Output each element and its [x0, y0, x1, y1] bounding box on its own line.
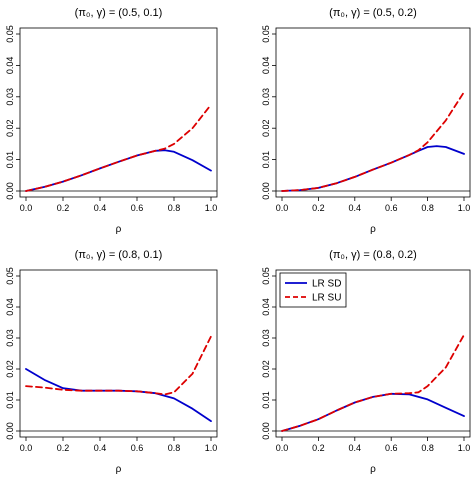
y-tick-label: 0.02	[5, 360, 15, 378]
legend-label: LR SU	[312, 293, 341, 304]
y-tick-label: 0.00	[5, 422, 15, 440]
y-tick-label: 0.02	[5, 119, 15, 137]
y-tick-label: 0.01	[5, 151, 15, 169]
y-tick-label: 0.01	[261, 151, 271, 169]
series-line-lr-su	[281, 333, 465, 432]
x-tick-label: 1.0	[205, 443, 218, 453]
chart-title: (π₀, γ) = (0.5, 0.2)	[329, 7, 417, 19]
series-line-lr-sd	[281, 145, 465, 192]
y-tick-label: 0.00	[5, 182, 15, 200]
x-tick-label: 0.2	[57, 443, 70, 453]
plot-frame	[19, 27, 218, 198]
x-tick-label: 0.4	[349, 203, 362, 213]
x-tick-label: 0.2	[312, 203, 325, 213]
y-tick-label: 0.05	[5, 267, 15, 285]
y-tick-label: 0.04	[261, 57, 271, 75]
x-tick-label: 0.8	[421, 203, 434, 213]
chart-title: (π₀, γ) = (0.8, 0.2)	[329, 249, 417, 261]
x-tick-label: 0.4	[349, 443, 362, 453]
y-tick-label: 0.04	[261, 298, 271, 316]
x-tick-label: 1.0	[458, 203, 471, 213]
plot-frame	[19, 269, 218, 438]
x-tick-label: 0.6	[131, 443, 144, 453]
series-line-lr-su	[281, 91, 465, 192]
series-line-lr-sd	[281, 392, 465, 432]
y-tick-label: 0.04	[5, 298, 15, 316]
x-tick-label: 0.6	[385, 443, 398, 453]
x-axis-label: ρ	[370, 464, 376, 475]
x-tick-label: 1.0	[458, 443, 471, 453]
x-axis-label: ρ	[116, 224, 122, 235]
y-tick-label: 0.00	[261, 422, 271, 440]
chart-title: (π₀, γ) = (0.8, 0.1)	[75, 249, 163, 261]
x-tick-label: 1.0	[205, 203, 218, 213]
legend: LR SD LR SU	[279, 272, 347, 308]
chart-title: (π₀, γ) = (0.5, 0.1)	[75, 7, 163, 19]
y-tick-label: 0.05	[261, 25, 271, 43]
y-tick-label: 0.04	[5, 57, 15, 75]
x-tick-label: 0.6	[131, 203, 144, 213]
y-tick-label: 0.02	[261, 360, 271, 378]
x-tick-label: 0.8	[168, 443, 181, 453]
chart-panel-1: (π₀, γ) = (0.5, 0.1) 0.0 0.2 0.4 0.6 0.8 1.0 0.…	[5, 7, 218, 235]
plot-frame	[275, 269, 471, 438]
y-tick-label: 0.01	[261, 391, 271, 409]
x-tick-label: 0.0	[276, 203, 289, 213]
legend-label: LR SD	[312, 279, 341, 290]
x-tick-label: 0.8	[421, 443, 434, 453]
y-tick-label: 0.03	[261, 88, 271, 106]
y-tick-label: 0.00	[261, 182, 271, 200]
x-tick-label: 0.0	[20, 443, 33, 453]
plot-frame	[275, 27, 471, 198]
y-tick-label: 0.03	[261, 329, 271, 347]
series-line-lr-su	[25, 103, 212, 192]
chart-panel-4: (π₀, γ) = (0.8, 0.2) 0.0 0.2 0.4 0.6 0.8 1.0 0.…	[261, 249, 471, 475]
y-tick-label: 0.02	[261, 119, 271, 137]
x-tick-label: 0.0	[276, 443, 289, 453]
x-tick-label: 0.4	[94, 203, 107, 213]
x-tick-label: 0.8	[168, 203, 181, 213]
x-tick-label: 0.2	[312, 443, 325, 453]
series-line-lr-sd	[25, 368, 212, 423]
series-line-lr-sd	[25, 149, 212, 192]
x-tick-label: 0.2	[57, 203, 70, 213]
x-tick-label: 0.0	[20, 203, 33, 213]
y-tick-label: 0.03	[5, 88, 15, 106]
legend-box	[279, 272, 347, 308]
x-tick-label: 0.6	[385, 203, 398, 213]
y-tick-label: 0.01	[5, 391, 15, 409]
series-line-lr-su	[25, 335, 212, 396]
chart-panel-2: (π₀, γ) = (0.5, 0.2) 0.0 0.2 0.4 0.6 0.8 1.0 0.…	[261, 7, 471, 235]
y-tick-label: 0.05	[261, 267, 271, 285]
x-axis-label: ρ	[116, 464, 122, 475]
x-axis-label: ρ	[370, 224, 376, 235]
x-tick-label: 0.4	[94, 443, 107, 453]
chart-panel-3: (π₀, γ) = (0.8, 0.1) 0.0 0.2 0.4 0.6 0.8 1.0 0.…	[5, 249, 218, 475]
y-tick-label: 0.05	[5, 25, 15, 43]
y-tick-label: 0.03	[5, 329, 15, 347]
